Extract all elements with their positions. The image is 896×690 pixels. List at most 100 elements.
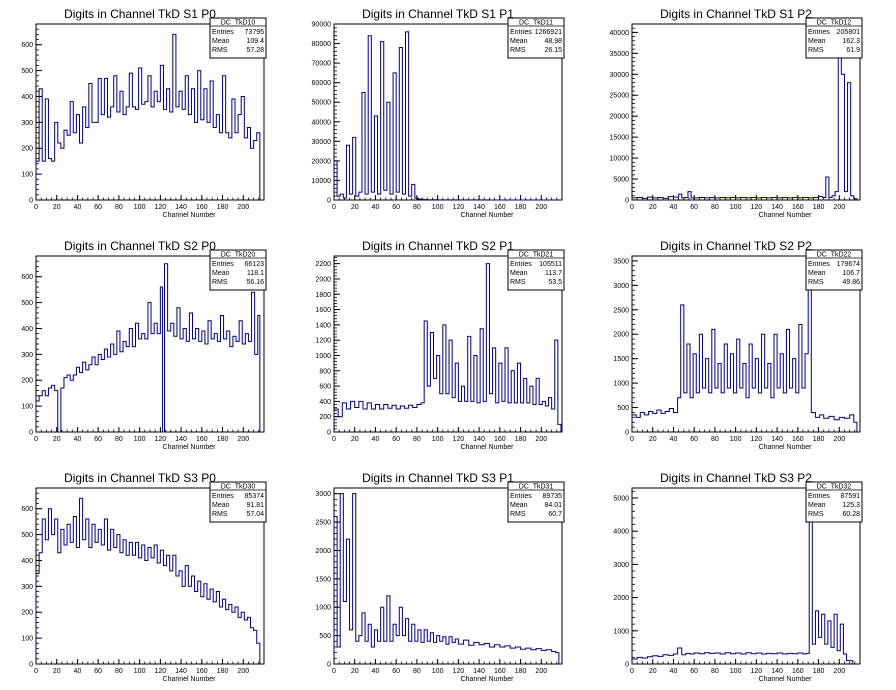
stats-histogram-name: DC_TkD32 — [817, 484, 852, 491]
x-tick-label: 60 — [690, 436, 698, 443]
y-tick-label: 0 — [327, 198, 331, 205]
stats-value: 105511 — [539, 261, 562, 268]
stats-value: 61.9 — [846, 47, 860, 54]
x-axis-label: Channel Number — [759, 676, 813, 683]
x-tick-label: 200 — [237, 204, 249, 211]
x-tick-label: 200 — [833, 204, 845, 211]
stats-key: RMS — [212, 47, 228, 54]
histogram-panel: Digits in Channel TkD S1 P2 0 20 40 60 80 100 1… — [610, 7, 863, 219]
x-tick-label: 140 — [175, 204, 187, 211]
y-tick-label: 90000 — [312, 22, 332, 29]
x-tick-label: 200 — [833, 436, 845, 443]
y-tick-label: 80000 — [312, 41, 332, 48]
y-tick-label: 300 — [21, 120, 33, 127]
y-tick-label: 5000 — [613, 177, 629, 184]
y-tick-label: 10000 — [312, 178, 332, 185]
x-tick-label: 40 — [372, 668, 380, 675]
x-tick-label: 140 — [175, 668, 187, 675]
x-tick-label: 140 — [771, 204, 783, 211]
histogram-panel: Digits in Channel TkD S1 P1 0 20 40 60 80 100 1… — [312, 7, 565, 219]
stats-box: DC_TkD22 Entries 179674 Mean 106.7 RMS 49.86 — [805, 249, 863, 291]
stats-key: Entries — [212, 261, 234, 268]
stats-box-frame — [507, 249, 565, 291]
stats-value: 106.7 — [842, 270, 860, 277]
stats-key: Entries — [510, 261, 532, 268]
x-tick-label: 160 — [196, 436, 208, 443]
y-tick-label: 0 — [625, 662, 629, 669]
x-tick-label: 120 — [453, 668, 465, 675]
x-tick-label: 120 — [751, 436, 763, 443]
y-tick-label: 10000 — [610, 156, 630, 163]
x-tick-label: 160 — [494, 204, 506, 211]
y-tick-label: 35000 — [610, 51, 630, 58]
stats-key: RMS — [808, 47, 824, 54]
x-tick-label: 40 — [372, 204, 380, 211]
x-tick-label: 40 — [74, 204, 82, 211]
x-tick-label: 180 — [813, 436, 825, 443]
x-tick-label: 100 — [134, 436, 146, 443]
x-tick-label: 100 — [134, 668, 146, 675]
stats-key: Mean — [808, 502, 826, 509]
stats-box-frame — [805, 17, 863, 59]
x-tick-label: 120 — [453, 436, 465, 443]
y-tick-label: 2000 — [315, 276, 331, 283]
histogram-series — [631, 497, 854, 664]
x-tick-label: 0 — [630, 668, 634, 675]
y-tick-label: 20000 — [610, 114, 630, 121]
x-tick-label: 20 — [53, 204, 61, 211]
x-tick-label: 180 — [515, 436, 527, 443]
y-tick-label: 200 — [319, 414, 331, 421]
y-tick-label: 25000 — [610, 93, 630, 100]
x-tick-label: 60 — [690, 668, 698, 675]
y-tick-label: 600 — [21, 42, 33, 49]
x-tick-label: 100 — [134, 204, 146, 211]
stats-box-frame — [805, 481, 863, 523]
stats-box: DC_TkD20 Entries 66123 Mean 118.1 RMS 56.16 — [209, 249, 267, 291]
x-tick-label: 100 — [432, 668, 444, 675]
x-tick-label: 200 — [535, 668, 547, 675]
x-axis-label: Channel Number — [759, 444, 813, 451]
x-tick-label: 140 — [473, 204, 485, 211]
y-tick-label: 50000 — [312, 100, 332, 107]
stats-box-frame — [805, 249, 863, 291]
x-tick-label: 180 — [515, 204, 527, 211]
y-tick-label: 0 — [625, 198, 629, 205]
y-tick-label: 5000 — [613, 495, 629, 502]
stats-box-frame — [209, 249, 267, 291]
y-tick-label: 40000 — [312, 119, 332, 126]
x-axis-label: Channel Number — [461, 676, 515, 683]
x-tick-label: 100 — [432, 436, 444, 443]
x-tick-label: 60 — [94, 204, 102, 211]
stats-box: DC_TkD12 Entries 205801 Mean 162.3 RMS 61.9 — [805, 17, 863, 59]
x-tick-label: 140 — [473, 436, 485, 443]
y-tick-label: 400 — [21, 326, 33, 333]
stats-value: 85374 — [245, 493, 265, 500]
y-tick-label: 400 — [21, 558, 33, 565]
histogram-panel: Digits in Channel TkD S3 P0 0 20 40 60 80 100 1… — [21, 471, 267, 683]
stats-key: Entries — [510, 29, 532, 36]
stats-value: 60.7 — [548, 511, 562, 518]
stats-box-frame — [507, 481, 565, 523]
histogram-panel: Digits in Channel TkD S2 P0 0 20 40 60 80 100 1… — [21, 239, 267, 451]
stats-value: 66123 — [245, 261, 265, 268]
y-tick-label: 2000 — [613, 595, 629, 602]
histogram-series — [35, 263, 263, 433]
y-tick-label: 100 — [21, 172, 33, 179]
y-tick-label: 0 — [327, 430, 331, 437]
x-tick-label: 80 — [711, 204, 719, 211]
x-tick-label: 120 — [751, 668, 763, 675]
histogram-panel: Digits in Channel TkD S1 P0 0 20 40 60 80 100 1… — [21, 7, 267, 219]
x-tick-label: 180 — [813, 668, 825, 675]
stats-value: 57.04 — [246, 511, 264, 518]
y-tick-label: 20000 — [312, 158, 332, 165]
histogram-series — [333, 263, 562, 432]
x-axis-label: Channel Number — [163, 212, 217, 219]
x-tick-label: 60 — [690, 204, 698, 211]
x-tick-label: 160 — [196, 668, 208, 675]
chart-title: Digits in Channel TkD S2 P0 — [64, 239, 216, 253]
y-tick-label: 2200 — [315, 261, 331, 268]
stats-value: 26.15 — [544, 47, 562, 54]
x-tick-label: 160 — [494, 668, 506, 675]
chart-title: Digits in Channel TkD S3 P1 — [362, 471, 514, 485]
stats-key: Mean — [510, 38, 528, 45]
